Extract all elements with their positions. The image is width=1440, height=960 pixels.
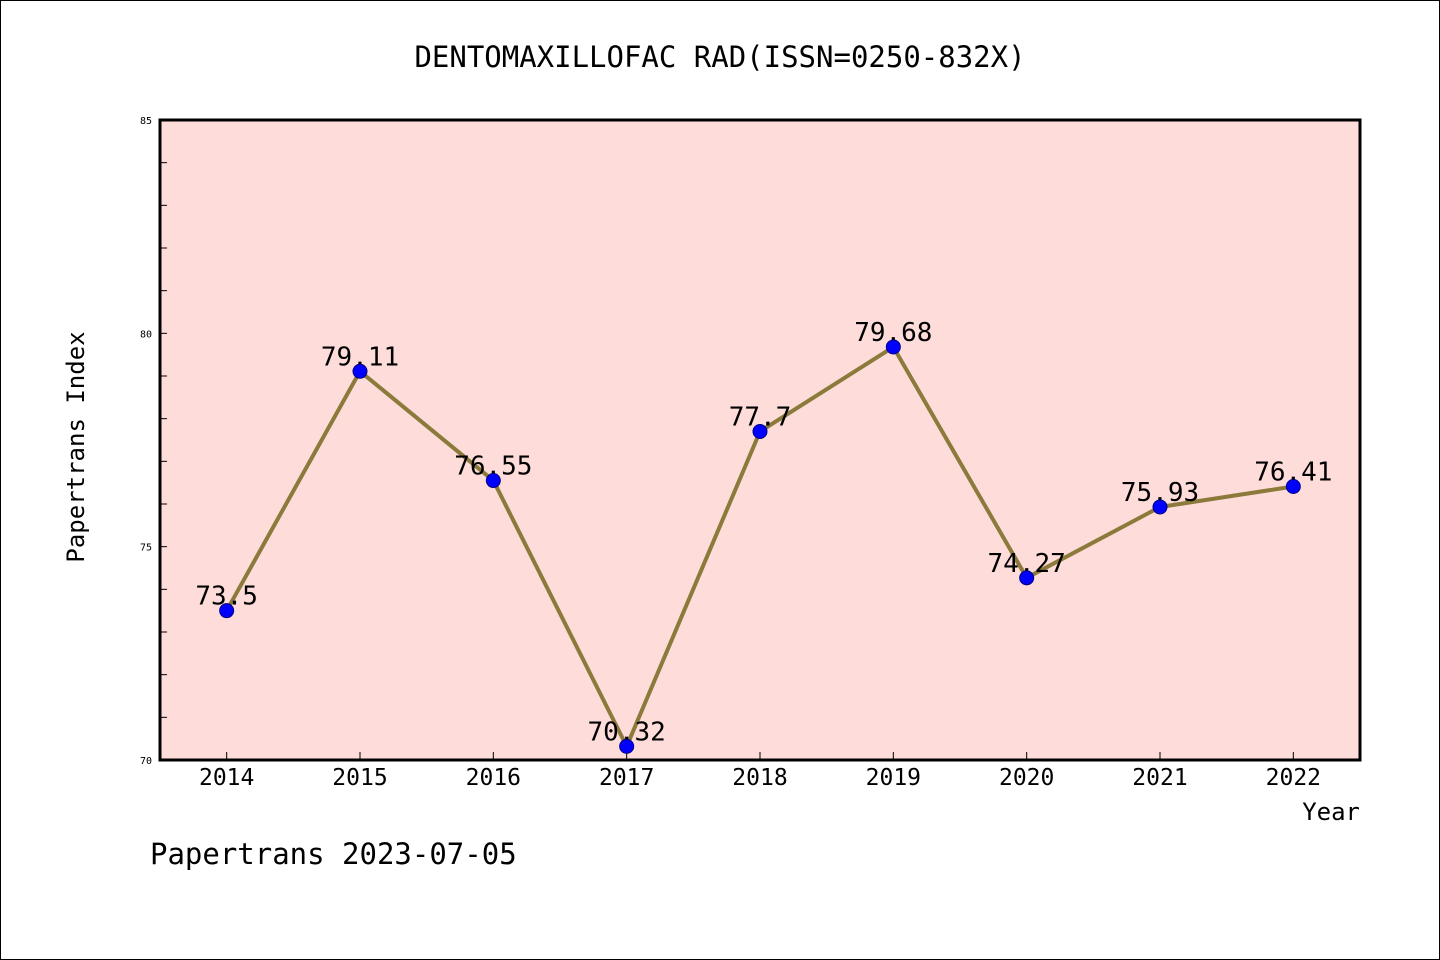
data-point: [485, 473, 501, 489]
y-tick-label: 80: [140, 329, 152, 340]
plot-frame: [158, 118, 1362, 762]
data-point: [1152, 499, 1168, 515]
y-tick-label: 85: [140, 116, 152, 127]
x-tick-label: 2015: [332, 765, 387, 791]
plot-area: [160, 120, 1360, 760]
data-point: [1019, 570, 1035, 586]
y-axis-label: Papertrans Index: [62, 331, 90, 562]
data-point: [1285, 479, 1301, 495]
data-point: [219, 603, 235, 619]
x-tick-label: 2019: [866, 765, 921, 791]
chart-title: DENTOMAXILLOFAC RAD(ISSN=0250-832X): [414, 40, 1025, 74]
y-tick-label: 75: [140, 543, 152, 554]
data-point: [619, 738, 635, 754]
x-axis-label: Year: [1302, 798, 1360, 826]
footer-text: Papertrans 2023-07-05: [150, 837, 517, 871]
x-tick-label: 2020: [999, 765, 1054, 791]
x-tick-label: 2021: [1132, 765, 1187, 791]
x-tick-label: 2014: [199, 765, 254, 791]
data-point: [885, 339, 901, 355]
y-tick-label: 70: [140, 756, 152, 767]
x-tick-label: 2017: [599, 765, 654, 791]
data-point: [752, 423, 768, 439]
x-tick-label: 2018: [732, 765, 787, 791]
data-point: [352, 363, 368, 379]
x-tick-label: 2016: [466, 765, 521, 791]
data-points: [219, 339, 1301, 754]
x-axis: 2014 2015 2016 2017 2018 2019 2020 2021 2022: [199, 752, 1321, 791]
x-tick-label: 2022: [1266, 765, 1321, 791]
